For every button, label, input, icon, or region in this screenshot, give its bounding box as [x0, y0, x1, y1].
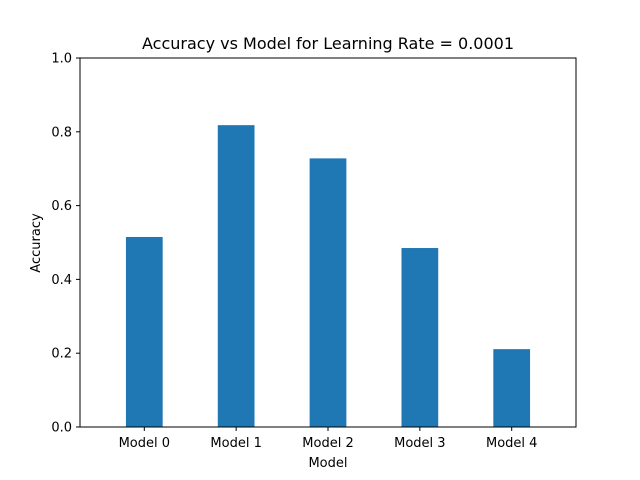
x-tick-label: Model 1	[210, 436, 261, 451]
y-tick-label: 0.2	[51, 347, 72, 362]
y-tick-label: 0.6	[51, 199, 72, 214]
x-tick-label: Model 3	[394, 436, 445, 451]
bar-model-2	[309, 158, 347, 427]
x-tick-label: Model 2	[302, 436, 353, 451]
y-tick-label: 0.0	[51, 421, 72, 436]
bar-model-4	[493, 349, 531, 427]
bar-model-0	[125, 236, 163, 427]
bar-model-1	[217, 125, 255, 427]
y-axis: 0.0 0.2 0.4 0.6 0.8 1.0	[51, 52, 80, 436]
x-axis-label: Model	[308, 456, 347, 471]
x-tick-label: Model 4	[486, 436, 537, 451]
x-axis: Model 0 Model 1 Model 2 Model 3 Model 4	[119, 427, 537, 451]
plot-frame	[79, 57, 577, 428]
bars-group	[125, 125, 531, 427]
y-tick-label: 0.8	[51, 125, 72, 140]
y-axis-label: Accuracy	[29, 213, 44, 273]
x-tick-label: Model 0	[119, 436, 170, 451]
y-tick-label: 1.0	[51, 52, 72, 67]
y-tick-label: 0.4	[51, 273, 72, 288]
bar-model-3	[401, 248, 439, 427]
chart-title: Accuracy vs Model for Learning Rate = 0.…	[142, 34, 514, 53]
